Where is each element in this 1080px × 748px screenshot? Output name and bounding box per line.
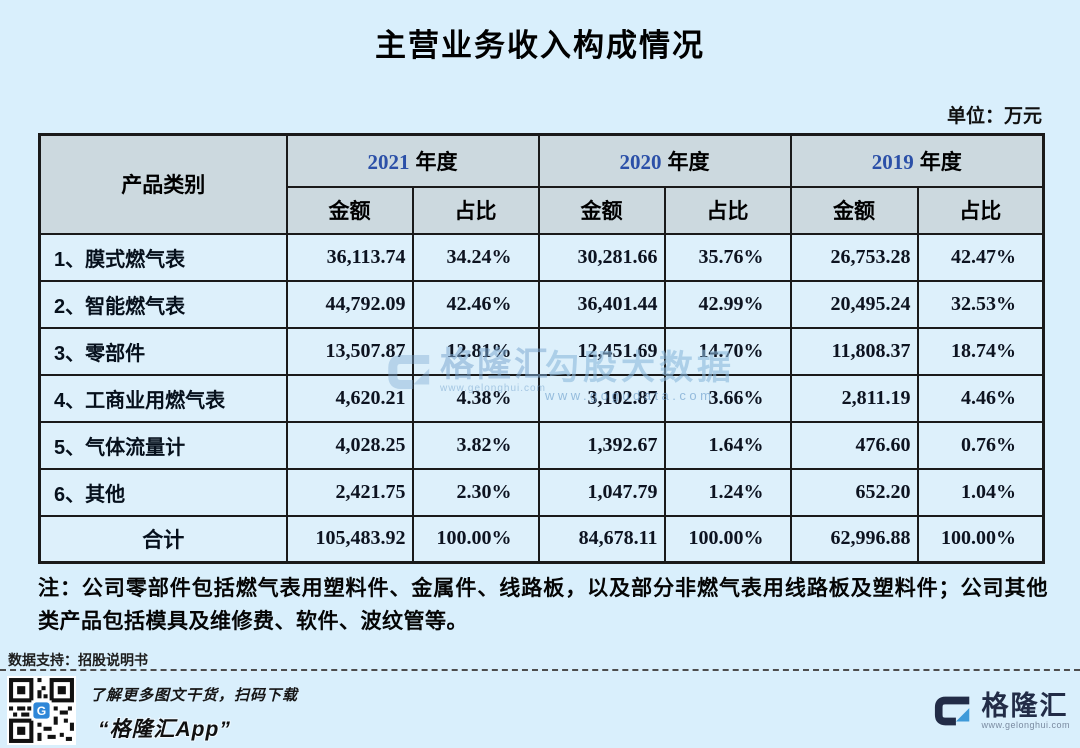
cell-amount: 2,811.19 — [789, 373, 919, 423]
table-total-row: 合计 105,483.92 100.00% 84,678.11 100.00% … — [38, 514, 1045, 564]
qr-caption-line1: 了解更多图文干货，扫码下载 — [90, 687, 299, 704]
table-row: 5、气体流量计 4,028.25 3.82% 1,392.67 1.64% 47… — [38, 420, 1045, 470]
row-label: 2、智能燃气表 — [38, 279, 288, 329]
year-number: 2019 — [871, 149, 914, 174]
cell-share: 4.46% — [916, 373, 1045, 423]
cell-share: 4.38% — [411, 373, 540, 423]
cell-share: 3.66% — [663, 373, 792, 423]
cell-amount: 3,102.87 — [537, 373, 666, 423]
cell-amount: 44,792.09 — [285, 279, 414, 329]
brand-url: www.gelonghui.com — [981, 719, 1070, 730]
cell-amount: 4,620.21 — [285, 373, 414, 423]
cell-share: 100.00% — [916, 514, 1045, 564]
total-label: 合计 — [38, 514, 288, 564]
year-number: 2020 — [619, 149, 662, 174]
table-row: 2、智能燃气表 44,792.09 42.46% 36,401.44 42.99… — [38, 279, 1045, 329]
qr-code: G — [7, 676, 76, 745]
unit-label: 单位：万元 — [946, 106, 1042, 127]
cell-share: 12.81% — [411, 326, 540, 376]
cell-amount: 62,996.88 — [789, 514, 919, 564]
cell-share: 1.64% — [663, 420, 792, 470]
cell-amount: 105,483.92 — [285, 514, 414, 564]
qr-caption: 了解更多图文干货，扫码下载 “格隆汇App” — [90, 684, 298, 743]
col-header-amount-2019: 金额 — [789, 185, 919, 235]
cell-amount: 13,507.87 — [285, 326, 414, 376]
cell-share: 42.99% — [663, 279, 792, 329]
cell-share: 34.24% — [411, 232, 540, 282]
row-label: 6、其他 — [38, 467, 288, 517]
cell-amount: 1,047.79 — [537, 467, 666, 517]
cell-amount: 36,113.74 — [285, 232, 414, 282]
cell-amount: 26,753.28 — [789, 232, 919, 282]
year-suffix: 年度 — [415, 150, 458, 174]
gelonghui-brand-footer: 格隆汇 www.gelonghui.com — [933, 690, 1070, 732]
year-header-2019: 2019 年度 — [789, 133, 1045, 188]
cell-share: 3.82% — [411, 420, 540, 470]
col-header-share-2020: 占比 — [663, 185, 792, 235]
year-number: 2021 — [367, 149, 410, 174]
cell-share: 42.47% — [916, 232, 1045, 282]
cell-amount: 652.20 — [789, 467, 919, 517]
page-title: 主营业务收入构成情况 — [375, 28, 705, 63]
qr-caption-line2: “格隆汇App” — [98, 718, 231, 741]
cell-share: 100.00% — [663, 514, 792, 564]
cell-share: 35.76% — [663, 232, 792, 282]
footnote: 注：公司零部件包括燃气表用塑料件、金属件、线路板，以及部分非燃气表用线路板及塑料… — [38, 577, 1048, 633]
cell-share: 32.53% — [916, 279, 1045, 329]
cell-share: 42.46% — [411, 279, 540, 329]
col-header-share-2021: 占比 — [411, 185, 540, 235]
year-suffix: 年度 — [919, 150, 962, 174]
table-row: 6、其他 2,421.75 2.30% 1,047.79 1.24% 652.2… — [38, 467, 1045, 517]
cell-amount: 30,281.66 — [537, 232, 666, 282]
cell-share: 100.00% — [411, 514, 540, 564]
row-label: 1、膜式燃气表 — [38, 232, 288, 282]
row-label: 3、零部件 — [38, 326, 288, 376]
revenue-table: 产品类别 2021 年度 2020 年度 2019 年度 金额 占比 金额 占比 金额… — [38, 133, 1045, 564]
cell-amount: 476.60 — [789, 420, 919, 470]
cell-amount: 20,495.24 — [789, 279, 919, 329]
col-header-share-2019: 占比 — [916, 185, 1045, 235]
cell-share: 1.24% — [663, 467, 792, 517]
cell-share: 18.74% — [916, 326, 1045, 376]
cell-amount: 11,808.37 — [789, 326, 919, 376]
corner-header: 产品类别 — [38, 133, 288, 235]
year-header-2020: 2020 年度 — [537, 133, 792, 188]
cell-share: 2.30% — [411, 467, 540, 517]
table-row: 3、零部件 13,507.87 12.81% 12,451.69 14.70% … — [38, 326, 1045, 376]
col-header-amount-2020: 金额 — [537, 185, 666, 235]
gelonghui-logo-icon — [935, 696, 970, 726]
cell-amount: 84,678.11 — [537, 514, 666, 564]
cell-share: 0.76% — [916, 420, 1045, 470]
brand-name: 格隆汇 — [981, 690, 1069, 721]
row-label: 4、工商业用燃气表 — [38, 373, 288, 423]
cell-share: 14.70% — [663, 326, 792, 376]
row-label: 5、气体流量计 — [38, 420, 288, 470]
cell-amount: 36,401.44 — [537, 279, 666, 329]
svg-text:G: G — [37, 704, 46, 718]
divider-dashed-line — [0, 669, 1080, 671]
cell-share: 1.04% — [916, 467, 1045, 517]
cell-amount: 2,421.75 — [285, 467, 414, 517]
year-suffix: 年度 — [667, 150, 710, 174]
cell-amount: 4,028.25 — [285, 420, 414, 470]
cell-amount: 12,451.69 — [537, 326, 666, 376]
year-header-2021: 2021 年度 — [285, 133, 540, 188]
cell-amount: 1,392.67 — [537, 420, 666, 470]
data-source-label: 数据支持：招股说明书 — [8, 652, 148, 668]
table-row: 1、膜式燃气表 36,113.74 34.24% 30,281.66 35.76… — [38, 232, 1045, 282]
col-header-amount-2021: 金额 — [285, 185, 414, 235]
table-row: 4、工商业用燃气表 4,620.21 4.38% 3,102.87 3.66% … — [38, 373, 1045, 423]
